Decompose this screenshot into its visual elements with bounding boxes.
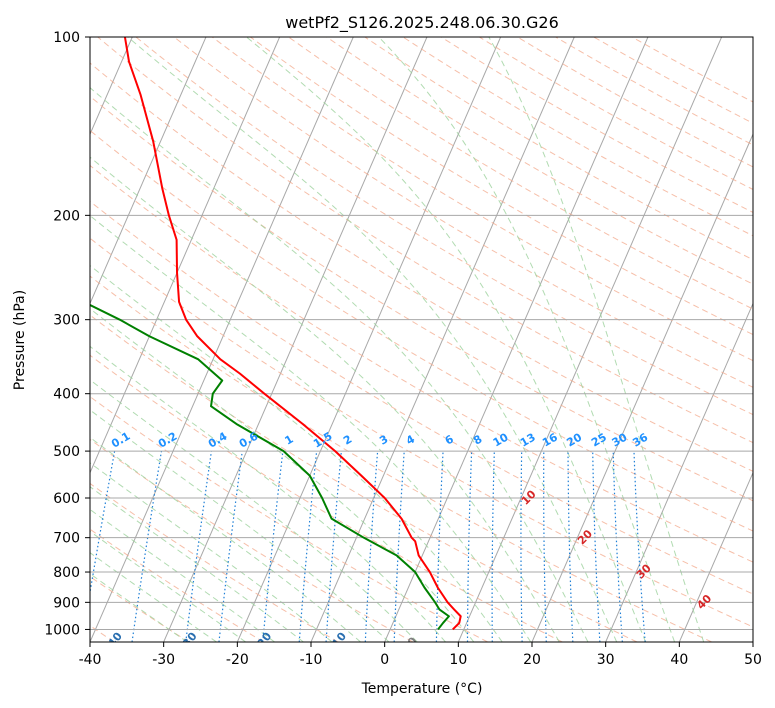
dry-adiabat-line — [90, 164, 753, 563]
mixing-ratio-line — [131, 451, 163, 642]
moist-adiabat-line — [378, 37, 676, 642]
moist-adiabat-line — [90, 156, 560, 642]
isotherm-line — [384, 37, 649, 642]
y-tick-label: 200 — [53, 208, 80, 224]
y-tick-label: 500 — [53, 444, 80, 460]
isotherm-line — [678, 471, 753, 642]
x-tick-label: -20 — [226, 652, 249, 668]
dry-adiabat-line — [364, 37, 753, 261]
moist-adiabat-line — [90, 215, 532, 642]
mixing-ratio-line — [185, 451, 213, 642]
x-tick-label: -30 — [152, 652, 175, 668]
dry-adiabat-line — [440, 37, 753, 213]
pressure-gridlines — [90, 37, 753, 630]
moist-adiabat-line — [90, 462, 333, 642]
y-tick-label: 600 — [53, 491, 80, 507]
isotherm-line — [531, 132, 753, 642]
mixing-ratio-lines — [90, 450, 646, 642]
mixing-ratio-line — [218, 451, 243, 642]
dry-adiabat-line — [402, 37, 753, 237]
plot-area: -100-90-80-70-60-50-40-30-20-1000.10.20.… — [90, 37, 753, 648]
moist-adiabat-line — [90, 409, 390, 642]
isotherm-line — [163, 37, 428, 642]
plot-frame — [89, 36, 754, 643]
moist-adiabat-line — [488, 37, 705, 642]
dry-adiabat-line — [517, 37, 753, 168]
dry-adiabat-line — [555, 37, 753, 146]
moist-adiabat-line — [90, 308, 475, 642]
y-tick-label: 800 — [53, 565, 80, 581]
dry-adiabat-label: 0 — [405, 634, 420, 648]
dry-adiabat-line — [97, 37, 753, 444]
y-tick-label: 700 — [53, 531, 80, 547]
moist-adiabat-line — [90, 264, 503, 642]
dry-adiabat-line — [90, 314, 638, 642]
x-tick-label: 0 — [380, 652, 389, 668]
dry-adiabat-line — [479, 37, 753, 191]
moist-adiabat-line — [90, 379, 418, 642]
moist-adiabats — [90, 37, 705, 642]
isotherm-line — [236, 37, 502, 642]
y-tick-label: 100 — [53, 30, 80, 46]
x-tick-label: 40 — [670, 652, 688, 668]
x-axis: -40 -30 -20 -10 0 10 20 30 40 50 — [79, 642, 762, 668]
moist-adiabat-line — [90, 530, 246, 642]
isotherm-line — [90, 37, 207, 305]
dry-adiabat-line — [90, 354, 563, 642]
moist-adiabat-line — [90, 552, 217, 642]
y-tick-label: 900 — [53, 595, 80, 611]
x-tick-label: 30 — [597, 652, 615, 668]
x-tick-label: 20 — [523, 652, 541, 668]
dry-adiabat-line — [288, 37, 753, 310]
moist-adiabat-line — [90, 573, 188, 642]
moist-adiabat-line — [90, 508, 275, 642]
y-tick-label: 1000 — [44, 622, 80, 638]
isotherm-line — [605, 302, 753, 642]
dry-adiabat-line — [326, 37, 753, 285]
dry-adiabat-line — [250, 37, 753, 336]
isotherm-line — [457, 37, 723, 642]
isotherm-line — [90, 37, 281, 474]
y-tick-label: 300 — [53, 313, 80, 329]
chart-title: wetPf2_S126.2025.248.06.30.G26 — [285, 13, 559, 33]
dry-adiabat-line — [90, 62, 753, 472]
dewpoint-profile-line — [90, 303, 450, 631]
dry-adiabat-line — [90, 200, 753, 595]
moist-adiabat-line — [127, 37, 618, 642]
y-axis-label: Pressure (hPa) — [12, 290, 28, 390]
x-tick-label: -10 — [300, 652, 323, 668]
x-tick-label: 50 — [744, 652, 762, 668]
moist-adiabat-line — [90, 436, 361, 642]
dry-adiabats — [90, 37, 753, 642]
x-tick-label: -40 — [79, 652, 102, 668]
x-tick-label: 10 — [449, 652, 467, 668]
y-axis: 100 200 300 400 500 600 700 800 900 1000 — [44, 30, 90, 638]
moist-adiabat-line — [246, 37, 647, 642]
mixing-ratio-line — [90, 450, 116, 597]
y-tick-label: 400 — [53, 387, 80, 403]
dry-adiabat-line — [90, 95, 753, 502]
temperature-profile-line — [123, 37, 462, 631]
dry-adiabat-line — [90, 482, 339, 642]
x-axis-label: Temperature (°C) — [361, 681, 483, 697]
dry-adiabat-line — [90, 237, 753, 628]
profile-series — [90, 37, 462, 631]
